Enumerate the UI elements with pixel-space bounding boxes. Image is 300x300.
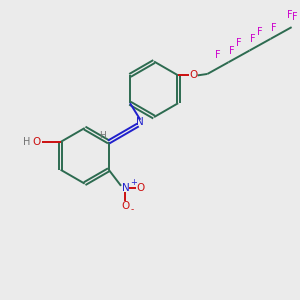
Text: +: +	[130, 178, 137, 188]
Text: F: F	[236, 38, 241, 48]
Text: N: N	[122, 183, 129, 193]
Text: F: F	[292, 12, 298, 22]
Text: O: O	[32, 137, 41, 147]
Text: F: F	[250, 34, 255, 44]
Text: F: F	[256, 26, 262, 37]
Text: O: O	[190, 70, 198, 80]
Text: O: O	[136, 183, 145, 193]
Text: H: H	[100, 131, 106, 140]
Text: -: -	[130, 206, 134, 214]
Text: O: O	[121, 201, 130, 211]
Text: F: F	[229, 46, 234, 56]
Text: H: H	[23, 137, 30, 147]
Text: F: F	[287, 10, 293, 20]
Text: F: F	[214, 50, 220, 60]
Text: F: F	[271, 23, 276, 33]
Text: N: N	[136, 117, 143, 127]
